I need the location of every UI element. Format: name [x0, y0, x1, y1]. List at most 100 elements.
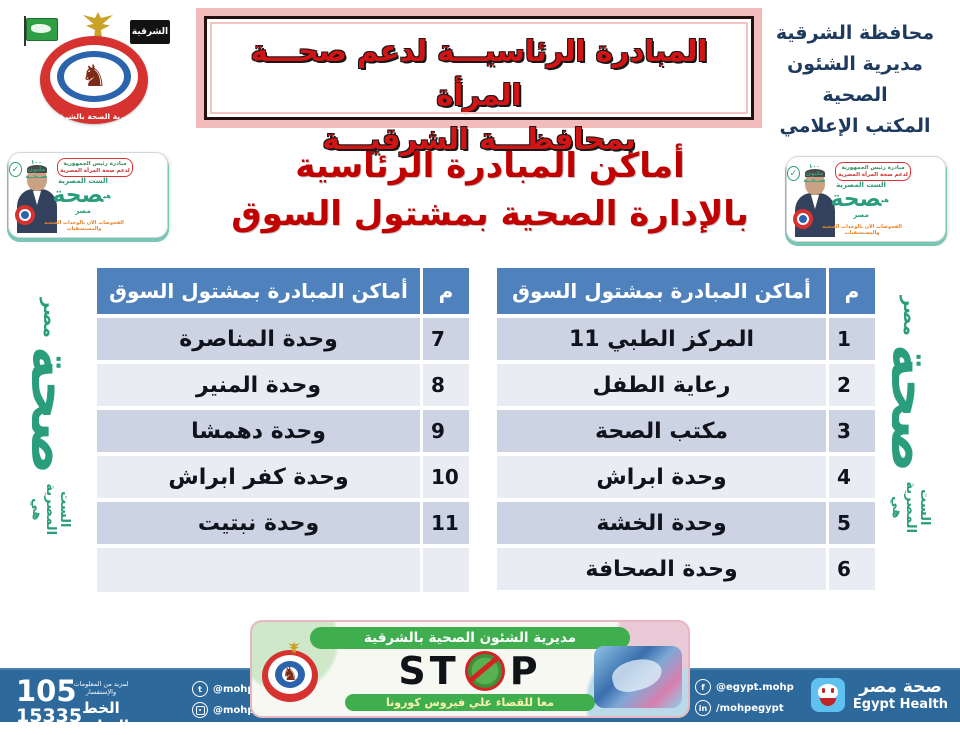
hair-shape — [805, 169, 825, 177]
org-line-governorate: محافظة الشرقية — [775, 22, 935, 44]
side-logo-small-text: الست المصرية هي — [29, 483, 72, 536]
side-logo-right: الست المصرية هي صحة مصر — [878, 275, 943, 555]
row-location: وحدة ابراش — [497, 456, 826, 498]
instagram-handle: @mohpegypt — [213, 704, 287, 716]
side-logo-left: الست المصرية هي صحة مصر — [18, 277, 83, 557]
page-title-line1: أماكن المبادرة الرئاسية — [295, 146, 685, 186]
facebook-handle: @egypt.mohp — [716, 681, 794, 693]
logo-caption: مديرية الصحة بالشرقية — [51, 112, 137, 121]
campaign-bottom-line: الفحوصات الآن بالوحدات الصحية والمستشفيا… — [822, 224, 902, 236]
slogan-main: هيصحة — [52, 183, 111, 208]
sharqia-badge: الشرقية — [130, 20, 170, 44]
row-location: وحدة نبتيت — [97, 502, 420, 544]
stop-corona-banner: مديرية الشئون الصحية بالشرقية ST P معا ل… — [252, 622, 688, 716]
gloved-hands-image — [594, 646, 682, 708]
banner-title-line2: بمحافظـــة الشرقيـــة — [322, 122, 636, 156]
twitter-handle: @mohpegypt — [213, 683, 287, 695]
row-location: وحدة دهمشا — [97, 410, 420, 452]
hundred-million-text: ١٠٠ مليون صــحــة — [802, 163, 827, 184]
page-title-line2: بالإدارة الصحية بمشتول السوق — [231, 194, 749, 234]
hotline-labels: لمزيد من المعلومات والإستفسار الخط الساخ… — [66, 680, 136, 735]
row-location — [97, 548, 420, 592]
table-row: 11 وحدة نبتيت — [97, 502, 469, 544]
table-row: 8 وحدة المنير — [97, 364, 469, 406]
egypt-health-english: Egypt Health — [852, 697, 948, 712]
slogan-big: صحة — [52, 183, 104, 208]
egypt-health-brand: صحة مصر Egypt Health — [810, 678, 948, 712]
row-number: 10 — [423, 456, 469, 498]
side-logo-tail-text: مصر — [899, 295, 921, 336]
egypt-health-text: صحة مصر Egypt Health — [852, 679, 948, 712]
check-icon: ✓ — [9, 162, 22, 177]
red-box-line1: مبادرة رئيس الجمهورية — [841, 164, 905, 171]
row-number: 9 — [423, 410, 469, 452]
campaign-banner-left: مبادرة رئيس الجمهورية لدعم صحة المرأة ال… — [8, 152, 168, 238]
row-location: المركز الطبي 11 — [497, 318, 826, 360]
row-number: 4 — [829, 456, 875, 498]
campaign-slogan: الست المصرية هيصحة مصر — [830, 181, 889, 219]
red-box-line1: مبادرة رئيس الجمهورية — [63, 160, 127, 167]
row-number: 8 — [423, 364, 469, 406]
hundred-million-health-logo: ✓ ١٠٠ مليون صــحــة — [9, 159, 49, 180]
banner-title-line1: المبادرة الرئاسيـــة لدعم صحـــة المرأة — [250, 34, 708, 112]
row-location: مكتب الصحة — [497, 410, 826, 452]
linkedin-handle: /mohpegypt — [716, 702, 784, 714]
slogan-mid: هي — [103, 192, 111, 200]
flag-pole — [24, 16, 26, 46]
twitter-row: t @mohpegypt — [192, 681, 287, 697]
logo-ring-white: ♞ — [50, 45, 138, 108]
linkedin-icon: in — [695, 700, 711, 716]
row-number: 6 — [829, 548, 875, 590]
table-row: 2 رعاية الطفل — [497, 364, 875, 406]
side-logo-big-text: صحة — [878, 343, 943, 473]
row-number — [423, 548, 469, 592]
logo-ring-blue: ♞ — [57, 51, 131, 102]
stop-word: ST P — [252, 651, 688, 691]
eye-shape — [821, 688, 825, 693]
row-location: وحدة المناصرة — [97, 318, 420, 360]
egypt-health-app-icon — [810, 678, 845, 712]
slogan-tail: مصر — [75, 207, 91, 215]
egypt-eagle-icon — [288, 642, 300, 654]
side-logo-small-text: الست المصرية هي — [889, 481, 932, 534]
virus-no-icon — [464, 651, 505, 691]
row-location: رعاية الطفل — [497, 364, 826, 406]
facebook-icon: f — [695, 679, 711, 695]
initiative-red-box: مبادرة رئيس الجمهورية لدعم صحة المرأة ال… — [57, 158, 133, 177]
locations-table-1-6: م أماكن المبادرة بمشتول السوق 1 المركز ا… — [497, 268, 875, 594]
president-photo — [789, 161, 841, 237]
row-location: وحدة الخشة — [497, 502, 826, 544]
horse-icon: ♞ — [80, 58, 108, 94]
linkedin-row: in /mohpegypt — [695, 700, 794, 716]
check-icon: ✓ — [787, 166, 800, 181]
campaign-slogan: الست المصرية هيصحة مصر — [52, 177, 111, 215]
main-title-banner: المبادرة الرئاسيـــة لدعم صحـــة المرأة … — [204, 16, 754, 156]
hotline-number-105: 105 — [16, 674, 77, 708]
page-title: أماكن المبادرة الرئاسية بالإدارة الصحية … — [220, 142, 760, 238]
initiative-red-box: مبادرة رئيس الجمهورية لدعم صحة المرأة ال… — [835, 162, 911, 181]
hair-shape — [27, 165, 47, 173]
stop-banner-slogan: معا للقضاء علي فيروس كورونا — [345, 694, 595, 711]
slogan-main: هيصحة — [830, 189, 889, 211]
stop-letters-st: ST — [398, 649, 460, 693]
slogan-tail: مصر — [853, 211, 869, 219]
side-logo-big-text: صحة — [18, 345, 83, 475]
row-location: وحدة كفر ابراش — [97, 456, 420, 498]
sharqia-health-emblem: الشرقية ♞ مديرية الصحة بالشرقية — [18, 8, 174, 124]
table-header-row: م أماكن المبادرة بمشتول السوق — [97, 268, 469, 314]
health-directorate-logo: ♞ مديرية الصحة بالشرقية — [40, 36, 148, 124]
slogan-top: الست المصرية — [58, 177, 108, 185]
table-row: 4 وحدة ابراش — [497, 456, 875, 498]
row-number: 5 — [829, 502, 875, 544]
hotline-info-text: لمزيد من المعلومات والإستفسار — [73, 680, 129, 696]
twitter-icon: t — [192, 681, 208, 697]
instagram-row: @mohpegypt — [192, 702, 287, 718]
campaign-bottom-line: الفحوصات الآن بالوحدات الصحية والمستشفيا… — [44, 220, 124, 232]
million-line2: صــحــة — [25, 173, 48, 180]
instagram-icon — [192, 702, 208, 718]
org-title-block: محافظة الشرقية مديرية الشئون الصحية المك… — [758, 18, 952, 142]
table-header-row: م أماكن المبادرة بمشتول السوق — [497, 268, 875, 314]
campaign-banner-right: مبادرة رئيس الجمهورية لدعم صحة المرأة ال… — [786, 156, 946, 242]
table-row: 7 وحدة المناصرة — [97, 318, 469, 360]
shirt-shape — [33, 191, 41, 205]
